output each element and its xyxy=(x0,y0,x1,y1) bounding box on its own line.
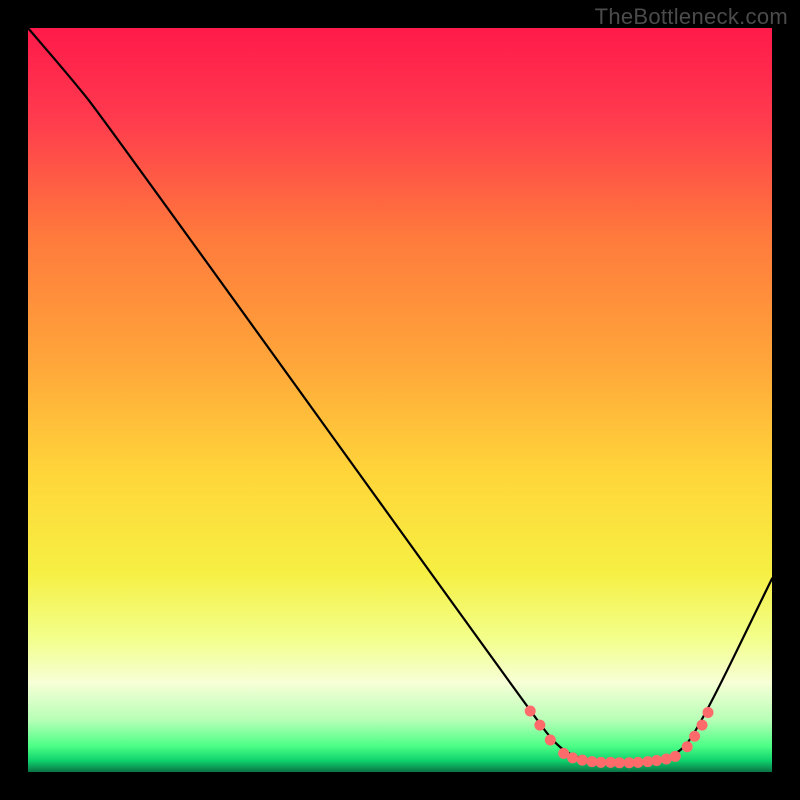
marker-dot xyxy=(703,707,714,718)
marker-dot xyxy=(534,720,545,731)
marker-dot xyxy=(595,757,606,768)
marker-dot xyxy=(689,731,700,742)
marker-dot xyxy=(525,705,536,716)
marker-dot xyxy=(567,752,578,763)
chart-background xyxy=(28,28,772,772)
chart-frame: TheBottleneck.com xyxy=(0,0,800,800)
chart-svg xyxy=(28,28,772,772)
marker-dot xyxy=(697,720,708,731)
marker-dot xyxy=(577,755,588,766)
marker-dot xyxy=(545,735,556,746)
watermark-text: TheBottleneck.com xyxy=(595,4,788,30)
plot-area xyxy=(28,28,772,772)
marker-dot xyxy=(614,757,625,768)
marker-dot xyxy=(670,751,681,762)
marker-dot xyxy=(682,741,693,752)
marker-dot xyxy=(633,757,644,768)
marker-dot xyxy=(651,755,662,766)
